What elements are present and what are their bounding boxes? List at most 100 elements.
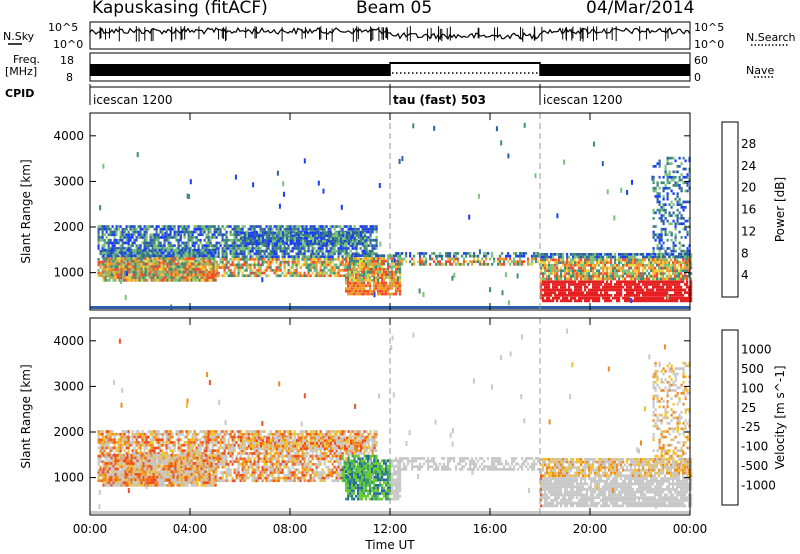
data-cell — [594, 255, 597, 259]
data-cell — [379, 292, 382, 296]
data-cell — [304, 237, 307, 240]
data-cell — [293, 244, 296, 247]
data-cell — [283, 247, 286, 250]
data-cell — [381, 262, 384, 266]
data-cell — [182, 265, 185, 268]
data-cell — [223, 274, 226, 278]
data-cell — [616, 274, 619, 278]
data-cell — [150, 262, 153, 266]
data-cell — [223, 266, 226, 269]
data-cell — [361, 284, 364, 288]
data-cell — [602, 269, 605, 273]
data-cell — [381, 257, 384, 260]
data-cell — [662, 206, 665, 209]
data-cell — [606, 288, 609, 292]
data-cell — [295, 263, 298, 267]
data-cell — [399, 284, 402, 288]
data-cell — [365, 227, 368, 231]
data-cell — [369, 227, 372, 231]
data-cell — [359, 273, 362, 277]
data-cell — [314, 242, 317, 246]
data-cell — [291, 241, 294, 245]
data-cell — [103, 238, 106, 242]
data-cell — [265, 247, 268, 250]
data-cell — [148, 248, 151, 252]
data-cell — [391, 284, 394, 288]
data-cell — [342, 239, 345, 243]
data-cell — [150, 279, 153, 282]
data-cell — [345, 279, 348, 282]
data-cell — [353, 279, 356, 282]
data-cell — [576, 291, 579, 294]
data-cell — [206, 270, 209, 274]
data-cell — [491, 254, 494, 258]
data-cell — [180, 248, 183, 252]
data-cell — [564, 272, 567, 275]
data-cell — [608, 255, 611, 259]
data-cell — [682, 206, 685, 209]
data-cell — [580, 272, 583, 275]
data-cell — [190, 254, 193, 258]
data-cell — [229, 225, 232, 228]
data-cell — [178, 248, 181, 252]
data-cell — [580, 269, 583, 273]
data-cell — [560, 280, 563, 284]
data-cell — [429, 263, 432, 266]
data-cell — [686, 249, 689, 253]
data-cell — [176, 251, 179, 255]
data-cell — [118, 270, 121, 274]
data-cell — [258, 242, 261, 246]
data-cell — [580, 263, 583, 267]
data-cell — [301, 233, 304, 237]
data-cell — [321, 252, 324, 256]
data-cell — [279, 227, 282, 231]
data-cell — [157, 233, 160, 237]
data-cell — [319, 249, 322, 253]
data-cell — [451, 257, 454, 261]
data-cell — [616, 272, 619, 275]
data-cell — [144, 251, 147, 255]
data-cell — [300, 237, 303, 240]
data-cell — [108, 276, 111, 279]
data-cell — [156, 279, 159, 282]
data-cell — [99, 252, 102, 256]
data-cell — [632, 263, 635, 267]
data-cell — [676, 274, 679, 278]
data-cell — [321, 249, 324, 253]
data-cell — [315, 249, 318, 253]
data-cell — [337, 274, 340, 278]
data-cell — [584, 299, 587, 303]
data-cell — [542, 277, 545, 281]
data-cell — [173, 233, 176, 237]
data-cell — [636, 258, 639, 262]
data-cell — [170, 270, 173, 274]
data-cell — [658, 272, 661, 275]
data-cell — [167, 238, 170, 242]
data-cell — [676, 294, 679, 297]
data-cell — [688, 288, 691, 292]
data-cell — [604, 261, 607, 264]
data-cell — [148, 262, 151, 266]
data-cell — [288, 237, 291, 240]
data-cell — [199, 238, 202, 242]
data-cell — [363, 259, 366, 263]
data-cell — [205, 233, 208, 237]
data-cell — [257, 263, 260, 267]
data-cell — [263, 260, 266, 264]
data-cell — [332, 234, 335, 237]
data-cell — [340, 237, 343, 240]
data-cell — [656, 197, 659, 201]
data-cell — [176, 279, 179, 282]
data-cell — [303, 227, 306, 231]
data-cell — [351, 252, 354, 256]
data-cell — [562, 285, 565, 289]
data-cell — [580, 253, 583, 256]
data-cell — [678, 178, 681, 182]
data-cell — [660, 217, 663, 220]
data-cell — [614, 255, 617, 259]
data-cell — [153, 233, 156, 237]
data-cell — [359, 292, 362, 296]
data-cell — [313, 266, 316, 269]
data-cell — [391, 281, 394, 285]
data-cell — [369, 238, 372, 242]
